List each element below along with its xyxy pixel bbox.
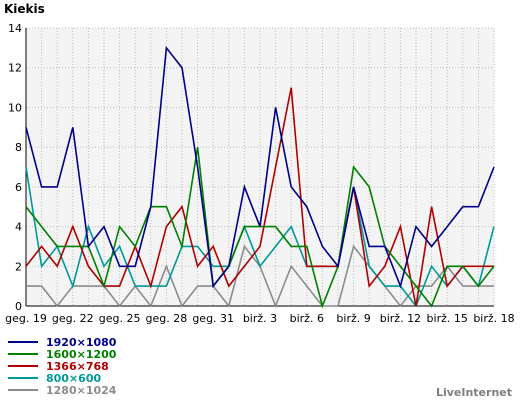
y-tick-label: 4 xyxy=(15,221,22,234)
legend-label: 1366×768 xyxy=(46,359,109,373)
legend-item: 1920×1080 xyxy=(8,335,116,349)
legend-swatch xyxy=(8,365,38,367)
legend-swatch xyxy=(8,389,38,391)
x-tick-label: geg. 19 xyxy=(5,312,47,325)
legend-label: 800×600 xyxy=(46,371,102,385)
legend-swatch xyxy=(8,353,38,355)
x-tick-label: geg. 22 xyxy=(52,312,94,325)
y-tick-label: 8 xyxy=(15,141,22,154)
x-tick-label: geg. 31 xyxy=(192,312,234,325)
x-tick-label: birž. 15 xyxy=(427,312,468,325)
x-tick-label: birž. 12 xyxy=(380,312,421,325)
y-tick-label: 2 xyxy=(15,260,22,273)
legend-item: 800×600 xyxy=(8,371,101,385)
y-tick-label: 10 xyxy=(8,101,22,114)
y-tick-label: 12 xyxy=(8,62,22,75)
legend-item: 1366×768 xyxy=(8,359,109,373)
legend-label: 1600×1200 xyxy=(46,347,117,361)
x-tick-label: birž. 6 xyxy=(290,312,324,325)
y-tick-label: 6 xyxy=(15,181,22,194)
legend-swatch xyxy=(8,341,38,343)
x-tick-label: geg. 25 xyxy=(99,312,141,325)
legend-label: 1920×1080 xyxy=(46,335,117,349)
legend-label: 1280×1024 xyxy=(46,383,117,397)
legend-item: 1600×1200 xyxy=(8,347,116,361)
y-tick-label: 14 xyxy=(8,22,22,35)
legend-swatch xyxy=(8,377,38,379)
x-tick-label: birž. 18 xyxy=(473,312,514,325)
x-tick-label: birž. 3 xyxy=(243,312,277,325)
x-tick-label: birž. 9 xyxy=(336,312,370,325)
y-axis-title: Kiekis xyxy=(4,2,45,16)
x-tick-label: geg. 28 xyxy=(146,312,188,325)
liveinternet-brand: LiveInternet xyxy=(435,386,512,399)
line-chart: 0 2 4 6 8 10 12 14 geg. 19 geg. 22 geg. 25 geg. 28 g… xyxy=(5,22,515,325)
legend-item: 1280×1024 xyxy=(8,383,116,397)
y-tick-label: 0 xyxy=(15,300,22,313)
series-line-1 xyxy=(25,45,495,289)
